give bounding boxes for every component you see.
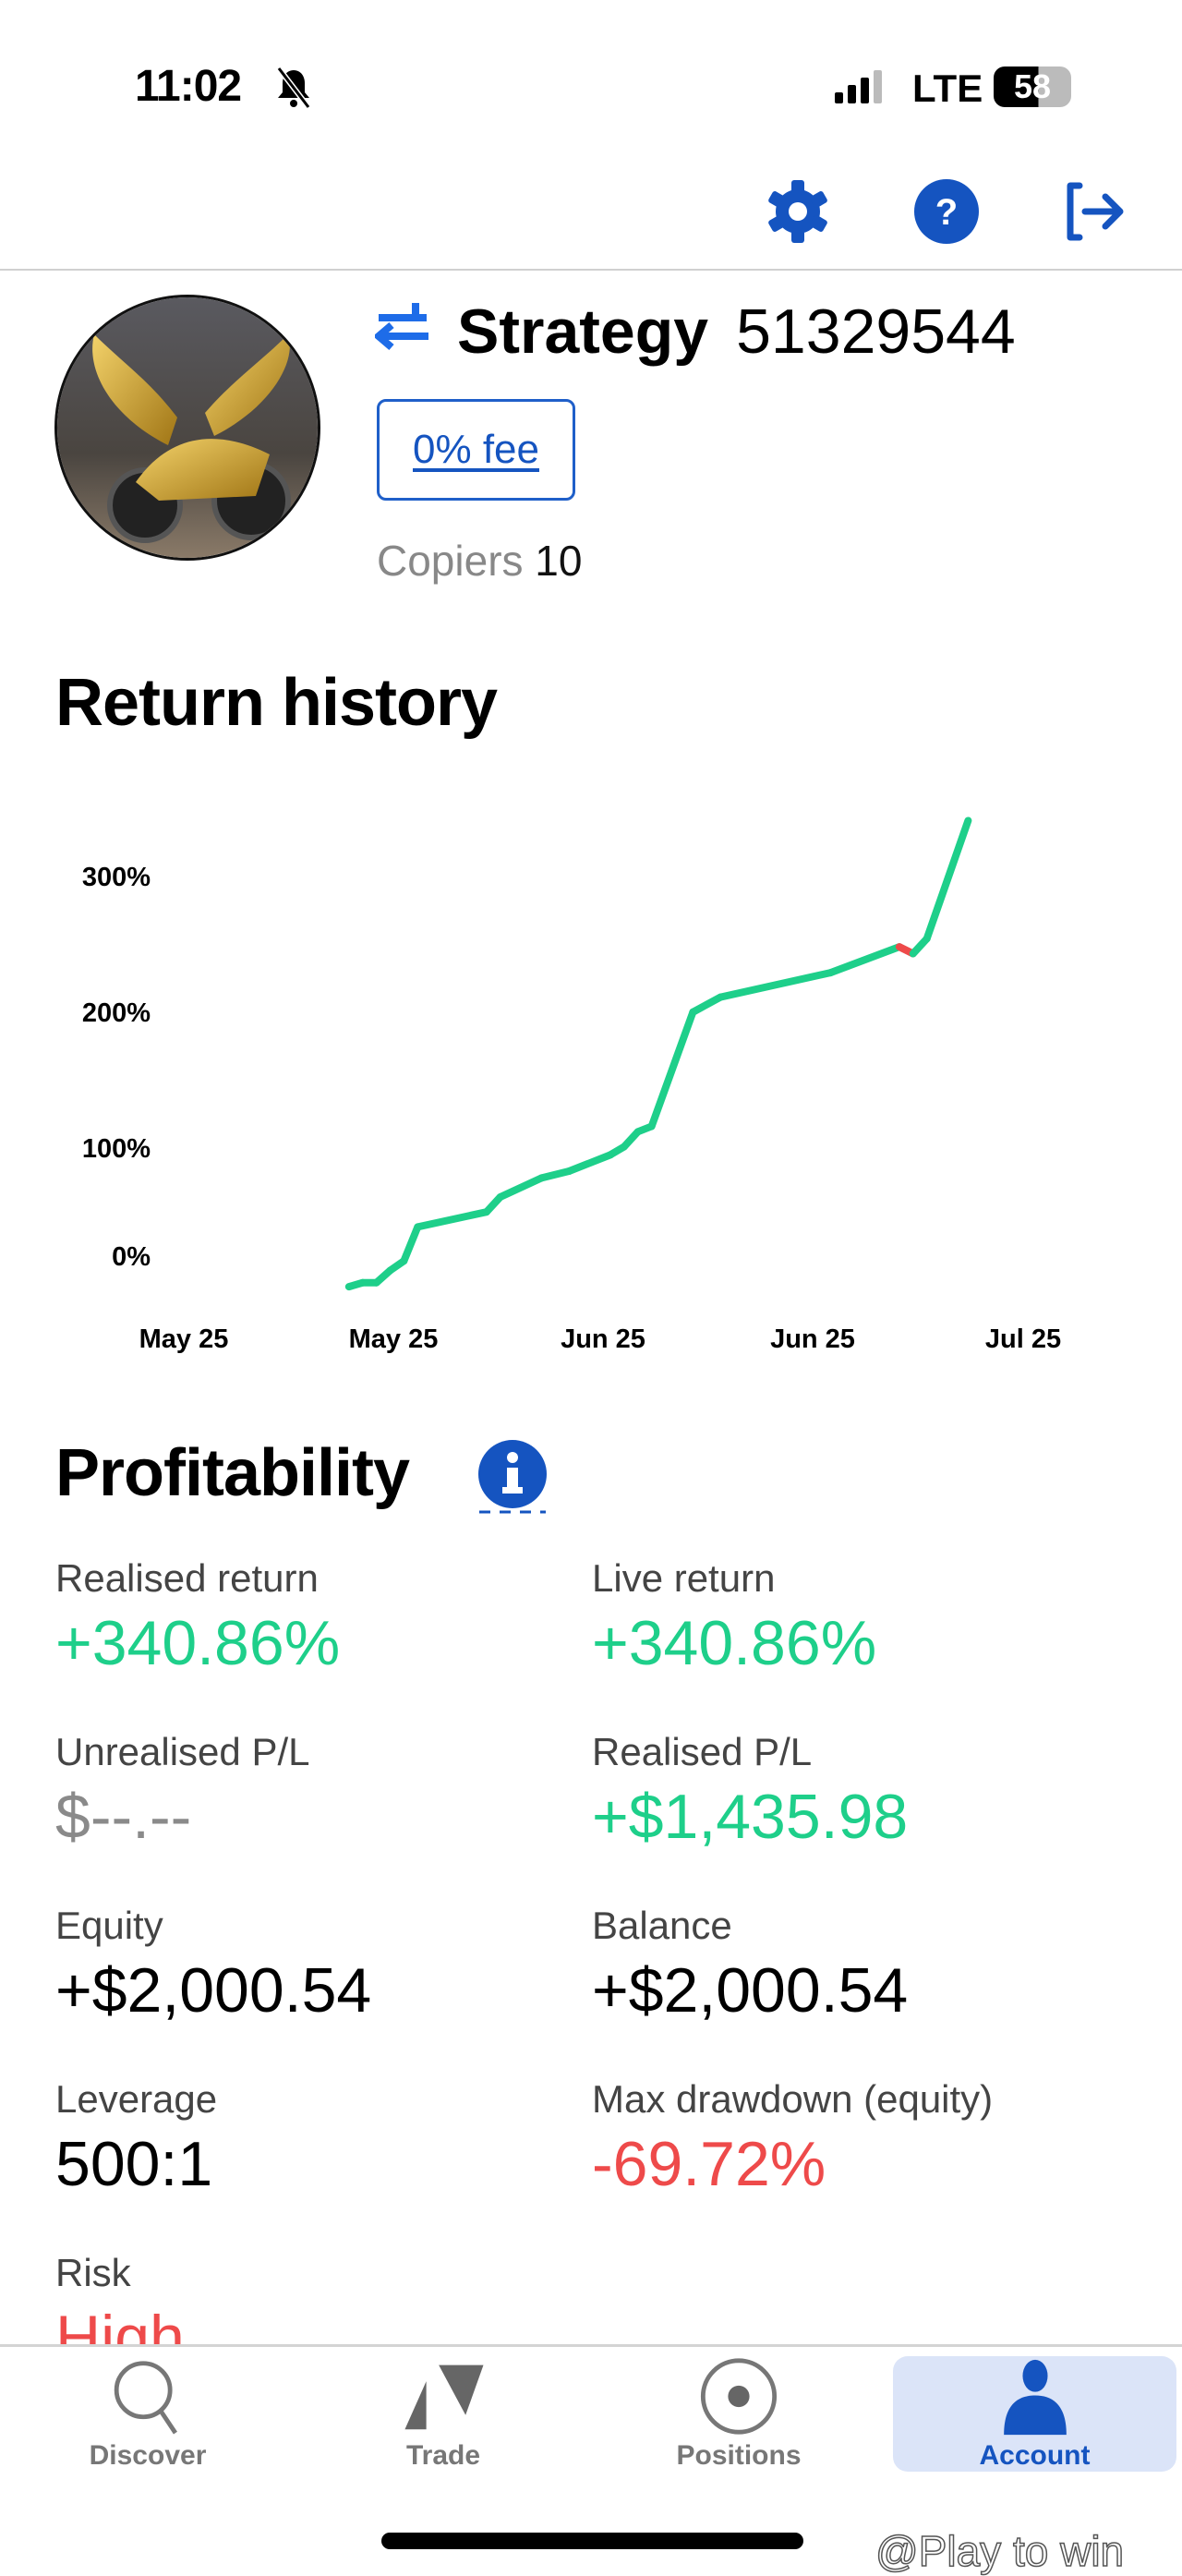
info-icon[interactable]: [477, 1439, 548, 1515]
nav-discover[interactable]: Discover: [9, 2356, 286, 2472]
gear-icon[interactable]: [765, 178, 831, 245]
y-tick-label: 200%: [82, 998, 151, 1028]
nav-account[interactable]: Account: [893, 2356, 1176, 2472]
return-history-title: Return history: [55, 666, 498, 740]
return-line-segment: [647, 1008, 697, 1131]
nav-positions-label: Positions: [676, 2440, 802, 2471]
stat-value: +340.86%: [592, 1608, 877, 1678]
stat-value: 500:1: [55, 2129, 213, 2199]
copiers-label: Copiers: [377, 537, 524, 585]
return-line-segment: [689, 993, 725, 1016]
copiers-value: 10: [535, 537, 583, 585]
svg-text:?: ?: [935, 192, 958, 233]
battery-indicator: 58: [994, 67, 1071, 107]
time-text: 11:02: [135, 62, 242, 111]
strategy-title: Strategy 51329544: [457, 296, 1016, 368]
return-line-segment: [717, 969, 835, 1001]
stat-value: +$2,000.54: [592, 1955, 909, 2026]
return-line-segment: [496, 1174, 546, 1201]
stat-value: +$1,435.98: [592, 1782, 909, 1852]
return-line-segment: [826, 943, 903, 977]
header-divider: [0, 269, 1182, 271]
trade-triangles-icon: [404, 2364, 484, 2430]
x-tick-label: May 25: [139, 1324, 229, 1354]
stat-label: Live return: [592, 1556, 776, 1600]
logout-icon[interactable]: [1061, 178, 1128, 245]
x-tick-label: Jun 25: [770, 1324, 855, 1354]
copiers-count: Copiers 10: [377, 536, 582, 586]
x-tick-label: Jun 25: [561, 1324, 645, 1354]
nav-trade[interactable]: Trade: [305, 2356, 582, 2472]
status-time: 11:02: [135, 61, 242, 112]
strategy-id: 51329544: [736, 296, 1016, 367]
stat-value: +$2,000.54: [55, 1955, 372, 2026]
y-tick-label: 300%: [82, 863, 151, 892]
stat-label: Unrealised P/L: [55, 1730, 310, 1773]
stat-label: Realised return: [55, 1556, 319, 1600]
return-line-segment: [537, 1167, 573, 1182]
stat-value: $--.--: [55, 1782, 192, 1852]
stat-value: +340.86%: [55, 1608, 341, 1678]
signal-icon: [835, 70, 882, 103]
stat-label: Risk: [55, 2251, 131, 2294]
stat-label: Equity: [55, 1904, 163, 1947]
home-indicator: [381, 2533, 803, 2549]
stat-label: Leverage: [55, 2077, 218, 2121]
watermark: @Play to win: [874, 2526, 1125, 2576]
bell-slash-icon: [276, 67, 311, 109]
nav-positions[interactable]: Positions: [600, 2356, 877, 2472]
return-line-segment: [565, 1151, 614, 1176]
stat-value: -69.72%: [592, 2129, 826, 2199]
y-tick-label: 0%: [112, 1242, 151, 1272]
profitability-title: Profitability: [55, 1436, 410, 1510]
fee-label: 0% fee: [413, 427, 539, 472]
positions-target-icon: [700, 2358, 778, 2435]
strategy-label: Strategy: [457, 296, 709, 367]
search-icon: [114, 2361, 177, 2435]
x-tick-label: May 25: [349, 1324, 439, 1354]
return-line-segment: [414, 1208, 490, 1231]
help-icon[interactable]: ?: [913, 178, 980, 245]
user-icon: [1003, 2359, 1067, 2436]
copy-arrows-icon: [375, 303, 428, 351]
y-tick-label: 100%: [82, 1134, 151, 1164]
battery-level: 58: [1013, 67, 1052, 105]
return-line-segment: [923, 816, 972, 943]
nav-discover-label: Discover: [89, 2440, 207, 2471]
nav-trade-label: Trade: [405, 2440, 481, 2471]
nav-account-label: Account: [979, 2440, 1091, 2471]
avatar[interactable]: [54, 295, 320, 561]
return-line-segment: [400, 1223, 422, 1265]
return-history-chart[interactable]: 300% 200% 100% 0% May 25 May 25 Jun 25 Jun 25 Ju…: [0, 794, 1182, 1385]
stat-label: Max drawdown (equity): [592, 2077, 994, 2121]
x-tick-label: Jul 25: [985, 1324, 1061, 1354]
stat-label: Balance: [592, 1904, 732, 1947]
stat-label: Realised P/L: [592, 1730, 813, 1773]
fee-button[interactable]: 0% fee: [377, 399, 575, 501]
network-label: LTE: [912, 67, 983, 110]
